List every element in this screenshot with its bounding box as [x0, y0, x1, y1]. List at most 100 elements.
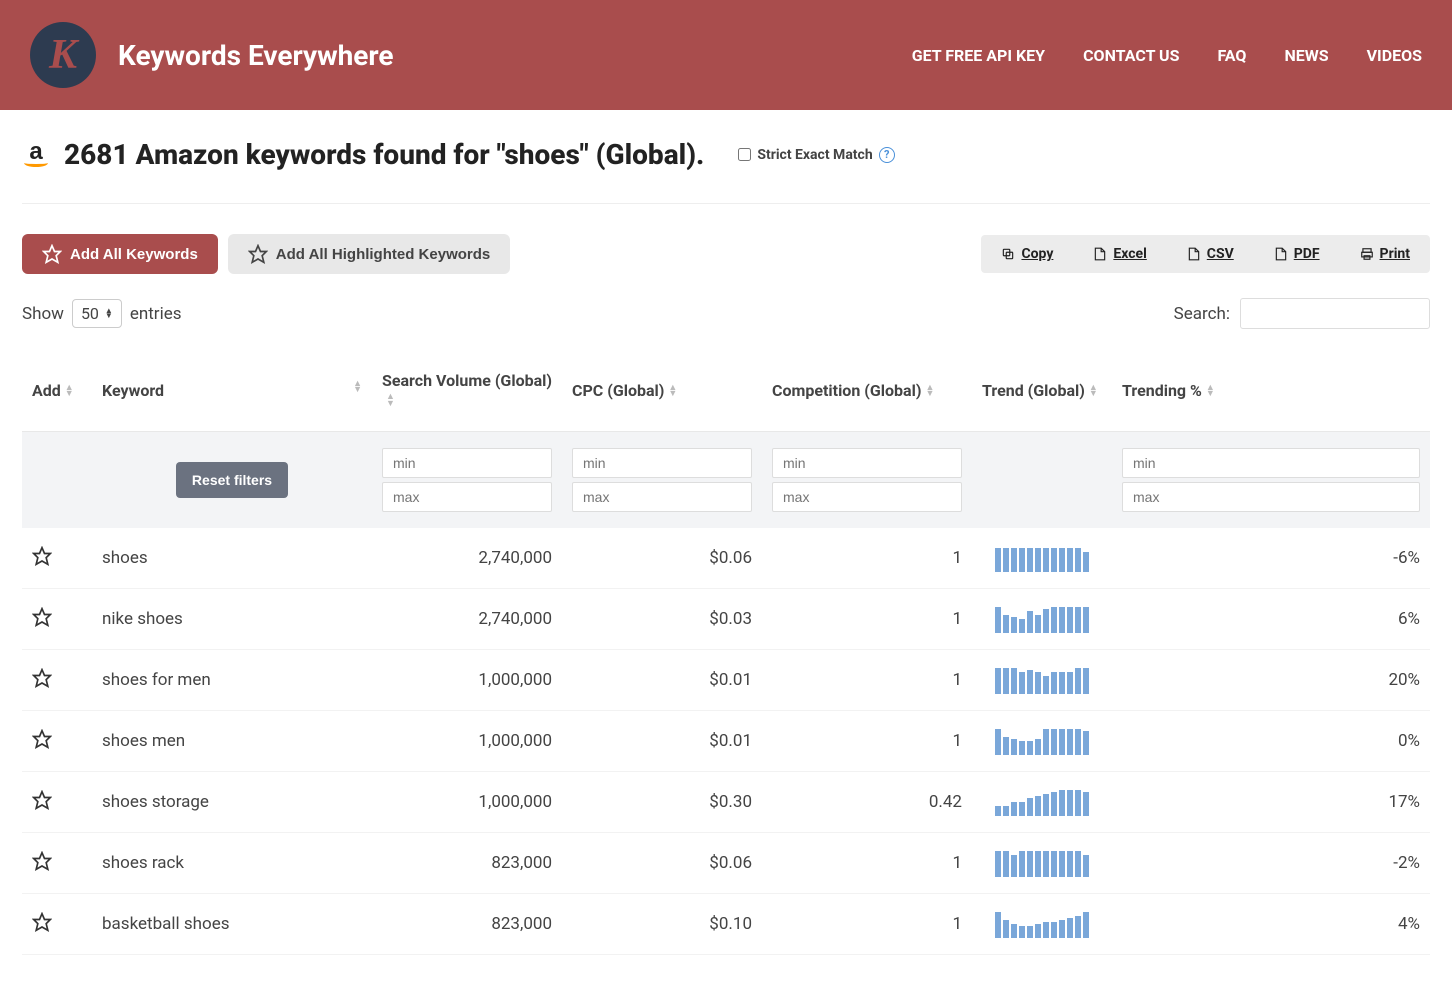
table-row: basketball shoes823,000$0.1014%	[22, 894, 1430, 955]
col-trending[interactable]: Trending %▲▼	[1112, 347, 1430, 432]
star-icon[interactable]	[32, 607, 52, 627]
star-icon[interactable]	[32, 546, 52, 566]
table-row: shoes men1,000,000$0.011 0%	[22, 711, 1430, 772]
nav-videos[interactable]: VIDEOS	[1367, 46, 1422, 65]
copy-icon	[1001, 247, 1015, 261]
cpc-cell: $0.30	[562, 772, 762, 833]
trending-cell: 0%	[1112, 711, 1430, 772]
nav-faq[interactable]: FAQ	[1217, 46, 1246, 65]
volume-cell: 2,740,000	[372, 589, 562, 650]
nav-api-key[interactable]: GET FREE API KEY	[912, 46, 1045, 65]
copy-button[interactable]: Copy	[981, 235, 1073, 273]
col-keyword[interactable]: Keyword▲▼	[92, 347, 372, 432]
keyword-cell: shoes men	[92, 711, 372, 772]
competition-cell: 1	[762, 894, 972, 955]
col-trend[interactable]: Trend (Global)▲▼	[972, 347, 1112, 432]
keyword-cell: nike shoes	[92, 589, 372, 650]
reset-filters-button[interactable]: Reset filters	[176, 462, 288, 498]
page-title: 2681 Amazon keywords found for "shoes" (…	[64, 138, 704, 171]
add-all-label: Add All Keywords	[70, 246, 198, 263]
controls-row: Show 50 ▲▼ entries Search:	[22, 292, 1430, 347]
sparkline-chart	[982, 727, 1102, 755]
trend-cell	[972, 711, 1112, 772]
add-all-button[interactable]: Add All Keywords	[22, 234, 218, 274]
header: K Keywords Everywhere GET FREE API KEY C…	[0, 0, 1452, 110]
volume-cell: 1,000,000	[372, 772, 562, 833]
col-add[interactable]: Add▲▼	[22, 347, 92, 432]
trend-cell	[972, 894, 1112, 955]
trending-max-input[interactable]	[1122, 482, 1420, 512]
cpc-cell: $0.01	[562, 650, 762, 711]
show-pre-label: Show	[22, 304, 64, 324]
brand-name: Keywords Everywhere	[118, 39, 394, 72]
volume-cell: 823,000	[372, 894, 562, 955]
star-icon[interactable]	[32, 668, 52, 688]
add-highlighted-button[interactable]: Add All Highlighted Keywords	[228, 234, 510, 274]
volume-min-input[interactable]	[382, 448, 552, 478]
cpc-min-input[interactable]	[572, 448, 752, 478]
top-nav: GET FREE API KEY CONTACT US FAQ NEWS VID…	[912, 46, 1422, 65]
filter-row: Reset filters	[22, 432, 1430, 529]
col-cpc[interactable]: CPC (Global)▲▼	[562, 347, 762, 432]
sparkline-chart	[982, 544, 1102, 572]
csv-icon	[1187, 247, 1201, 261]
help-icon[interactable]: ?	[879, 147, 895, 163]
star-icon	[42, 244, 62, 264]
strict-match-checkbox[interactable]	[738, 148, 751, 161]
trending-cell: 17%	[1112, 772, 1430, 833]
sort-icon: ▲▼	[65, 385, 74, 398]
keyword-cell: shoes	[92, 528, 372, 589]
col-volume[interactable]: Search Volume (Global)▲▼	[372, 347, 562, 432]
pdf-icon	[1274, 247, 1288, 261]
cpc-max-input[interactable]	[572, 482, 752, 512]
add-highlighted-label: Add All Highlighted Keywords	[276, 246, 490, 263]
table-row: nike shoes2,740,000$0.0316%	[22, 589, 1430, 650]
toolbar: Add All Keywords Add All Highlighted Key…	[22, 204, 1430, 292]
sparkline-chart	[982, 788, 1102, 816]
competition-min-input[interactable]	[772, 448, 962, 478]
trend-cell	[972, 528, 1112, 589]
table-row: shoes2,740,000$0.061-6%	[22, 528, 1430, 589]
star-icon[interactable]	[32, 729, 52, 749]
star-icon[interactable]	[32, 851, 52, 871]
competition-cell: 0.42	[762, 772, 972, 833]
pdf-button[interactable]: PDF	[1254, 235, 1340, 273]
volume-max-input[interactable]	[382, 482, 552, 512]
nav-contact[interactable]: CONTACT US	[1083, 46, 1179, 65]
logo-wrap: K Keywords Everywhere	[30, 22, 394, 88]
page-size-select[interactable]: 50 ▲▼	[72, 299, 122, 328]
trending-cell: -6%	[1112, 528, 1430, 589]
nav-news[interactable]: NEWS	[1284, 46, 1328, 65]
star-icon[interactable]	[32, 912, 52, 932]
excel-icon	[1093, 247, 1107, 261]
star-icon	[248, 244, 268, 264]
star-icon[interactable]	[32, 790, 52, 810]
amazon-icon: a	[22, 141, 50, 169]
col-competition[interactable]: Competition (Global)▲▼	[762, 347, 972, 432]
cpc-cell: $0.06	[562, 528, 762, 589]
sparkline-chart	[982, 605, 1102, 633]
trending-min-input[interactable]	[1122, 448, 1420, 478]
volume-cell: 1,000,000	[372, 711, 562, 772]
table-row: shoes for men1,000,000$0.01120%	[22, 650, 1430, 711]
search-input[interactable]	[1240, 298, 1430, 329]
competition-cell: 1	[762, 711, 972, 772]
cpc-cell: $0.01	[562, 711, 762, 772]
sort-icon: ▲▼	[353, 381, 362, 394]
volume-cell: 823,000	[372, 833, 562, 894]
show-post-label: entries	[130, 304, 182, 324]
print-button[interactable]: Print	[1340, 235, 1430, 273]
keyword-cell: shoes for men	[92, 650, 372, 711]
trending-cell: 6%	[1112, 589, 1430, 650]
competition-cell: 1	[762, 650, 972, 711]
strict-match-toggle[interactable]: Strict Exact Match ?	[738, 147, 894, 163]
keyword-cell: basketball shoes	[92, 894, 372, 955]
keyword-cell: shoes storage	[92, 772, 372, 833]
csv-button[interactable]: CSV	[1167, 235, 1254, 273]
sort-icon: ▲▼	[1089, 385, 1098, 398]
volume-cell: 1,000,000	[372, 650, 562, 711]
volume-cell: 2,740,000	[372, 528, 562, 589]
excel-button[interactable]: Excel	[1073, 235, 1166, 273]
trending-cell: 4%	[1112, 894, 1430, 955]
competition-max-input[interactable]	[772, 482, 962, 512]
